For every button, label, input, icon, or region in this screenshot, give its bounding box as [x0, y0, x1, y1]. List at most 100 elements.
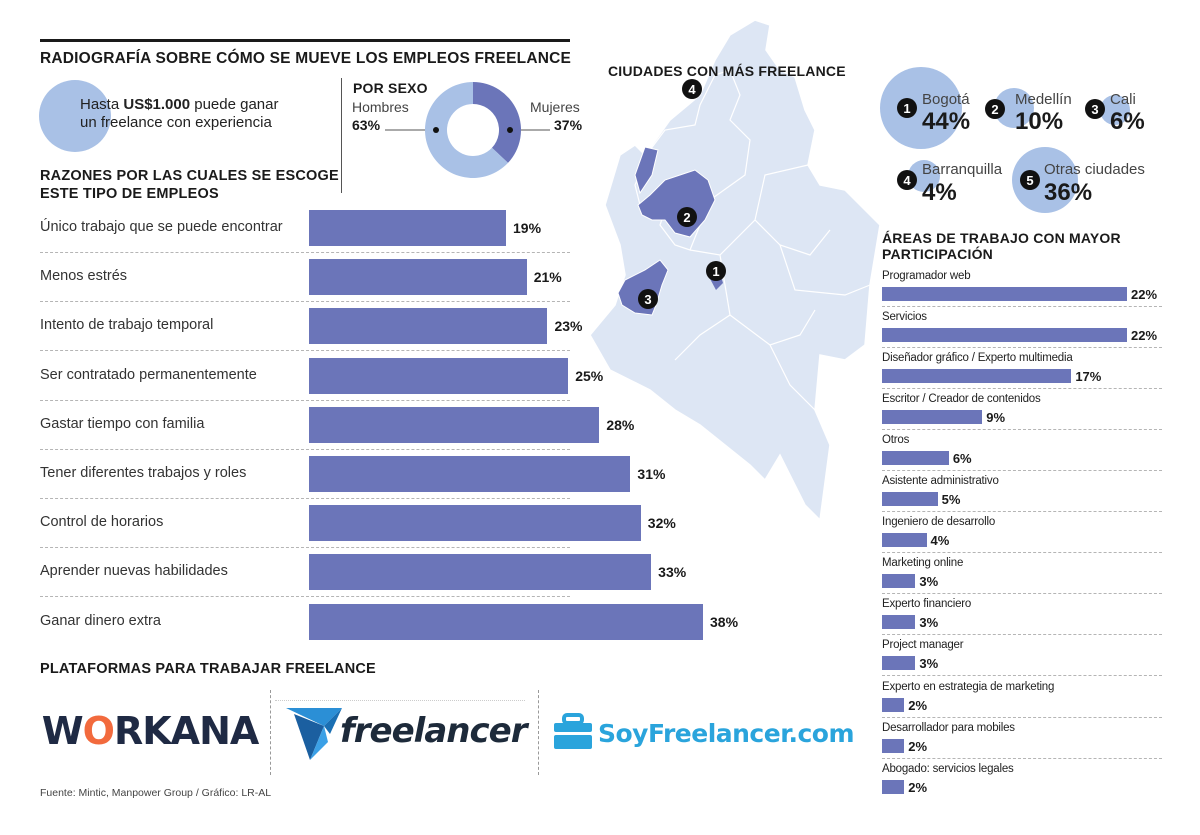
area-divider	[882, 429, 1162, 431]
platform-divider-2	[538, 690, 539, 775]
soyfreelancer-logo[interactable]	[552, 713, 594, 756]
area-value-label: 4%	[930, 533, 950, 549]
area-value-label: 6%	[952, 451, 972, 467]
cities-title: CIUDADES CON MÁS FREELANCE	[608, 63, 846, 79]
area-label: Diseñador gráfico / Experto multimedia	[882, 352, 1073, 365]
donut-slice-hombres	[425, 82, 508, 178]
reason-label: Intento de trabajo temporal	[40, 317, 214, 334]
platform-rule-top	[275, 700, 525, 701]
otras-name: Otras ciudades	[1044, 161, 1145, 178]
reason-bar	[309, 603, 703, 640]
workana-logo-w: W	[41, 709, 84, 753]
earning-prefix: Hasta	[80, 96, 124, 113]
areas-title-line2: PARTICIPACIÓN	[882, 246, 993, 262]
bogota-pct: 44%	[922, 108, 971, 135]
freelancer-bird-icon	[286, 708, 342, 760]
reasons-title: RAZONES POR LAS CUALES SE ESCOGE ESTE TI…	[40, 167, 339, 203]
area-value-label: 22%	[1131, 328, 1158, 344]
women-pct: 37%	[554, 117, 583, 133]
reason-divider	[40, 547, 570, 549]
otras-num: 5	[1020, 170, 1040, 190]
reason-divider	[40, 399, 570, 401]
reasons-chart: Único trabajo que se puede encontrar 19% M…	[40, 210, 738, 640]
area-divider	[882, 757, 1162, 759]
medellin-num: 2	[985, 99, 1005, 119]
reasons-title-line1: RAZONES POR LAS CUALES SE ESCOGE	[40, 168, 339, 184]
area-label: Experto en estrategia de marketing	[882, 680, 1055, 693]
reason-value-label: 32%	[647, 515, 676, 532]
men-label: Hombres	[352, 99, 409, 115]
reason-bar	[309, 210, 506, 246]
reason-value-label: 19%	[513, 220, 542, 236]
map-departments-b	[674, 164, 871, 411]
area-divider	[882, 552, 1162, 554]
areas-title: ÁREAS DE TRABAJO CON MAYOR PARTICIPACIÓN	[882, 230, 1121, 262]
cali-num: 3	[1085, 99, 1105, 119]
platform-divider-1	[270, 690, 271, 775]
area-divider	[882, 634, 1162, 636]
reason-label: Ser contratado permanentemente	[40, 366, 257, 383]
cali-bubble	[1100, 95, 1130, 125]
barranquilla-pct: 4%	[922, 179, 957, 206]
men-pct: 63%	[352, 117, 381, 133]
map-marker-1: 1	[706, 261, 726, 281]
area-bar	[882, 738, 905, 753]
area-bar	[882, 697, 905, 712]
area-label: Asistente administrativo	[882, 475, 999, 488]
map-marker-4: 4	[682, 79, 702, 99]
areas-chart: Programador web 22% Servicios 22% Diseñador …	[882, 270, 1162, 795]
antioquia-north-region	[634, 146, 659, 195]
area-label: Desarrollador para mobiles	[882, 721, 1015, 734]
barranquilla-name: Barranquilla	[922, 161, 1003, 178]
reason-divider	[40, 448, 570, 450]
area-bar	[882, 287, 1127, 301]
area-value-label: 9%	[986, 410, 1006, 426]
map-marker-2: 2	[677, 207, 697, 227]
earning-amount: US$1.000	[123, 96, 191, 113]
barranquilla-num: 4	[897, 170, 917, 190]
area-bar	[882, 451, 949, 466]
workana-logo[interactable]: W O RKANA	[40, 705, 260, 757]
reason-bar	[309, 357, 569, 394]
map-outline	[589, 19, 880, 522]
area-divider	[882, 470, 1162, 472]
bogota-num: 1	[897, 98, 917, 118]
area-divider	[882, 716, 1162, 718]
bogota-name: Bogotá	[922, 91, 970, 108]
map-marker-3: 3	[638, 289, 658, 309]
area-bar	[882, 656, 916, 671]
cali-pct: 6%	[1110, 108, 1145, 135]
areas-title-line1: ÁREAS DE TRABAJO CON MAYOR	[882, 230, 1121, 246]
earning-line2: un freelance con experiencia	[80, 114, 272, 131]
reason-divider	[40, 252, 570, 253]
area-value-label: 2%	[908, 697, 928, 713]
area-bar	[882, 410, 983, 425]
area-label: Abogado: servicios legales	[882, 762, 1014, 775]
earning-suffix: puede ganar	[190, 96, 279, 113]
reason-label: Menos estrés	[40, 268, 128, 285]
source-note: Fuente: Mintic, Manpower Group / Gráfico…	[40, 787, 272, 799]
page-title: RADIOGRAFÍA SOBRE CÓMO SE MUEVE LOS EMPL…	[40, 50, 572, 67]
area-value-label: 2%	[908, 779, 928, 795]
reason-label: Ganar dinero extra	[40, 612, 161, 629]
area-value-label: 2%	[908, 738, 928, 754]
reason-value-label: 33%	[658, 564, 687, 581]
area-bar	[882, 615, 916, 630]
donut-slice-mujeres	[473, 82, 521, 163]
medellin-pct: 10%	[1015, 108, 1064, 135]
area-divider	[882, 511, 1162, 513]
platforms-title: PLATAFORMAS PARA TRABAJAR FREELANCE	[40, 661, 376, 677]
area-value-label: 22%	[1131, 287, 1158, 302]
reason-value-label: 21%	[533, 269, 562, 286]
reason-bar	[309, 554, 652, 591]
area-divider	[882, 388, 1162, 390]
area-divider	[882, 306, 1162, 307]
reason-divider	[40, 596, 570, 598]
reason-label: Tener diferentes trabajos y roles	[40, 465, 247, 481]
area-bar	[882, 533, 927, 548]
reason-bar	[309, 308, 548, 345]
area-divider	[882, 347, 1162, 349]
cali-name: Cali	[1110, 91, 1136, 108]
freelancer-logo[interactable]	[284, 704, 344, 767]
reason-value-label: 23%	[554, 318, 583, 335]
